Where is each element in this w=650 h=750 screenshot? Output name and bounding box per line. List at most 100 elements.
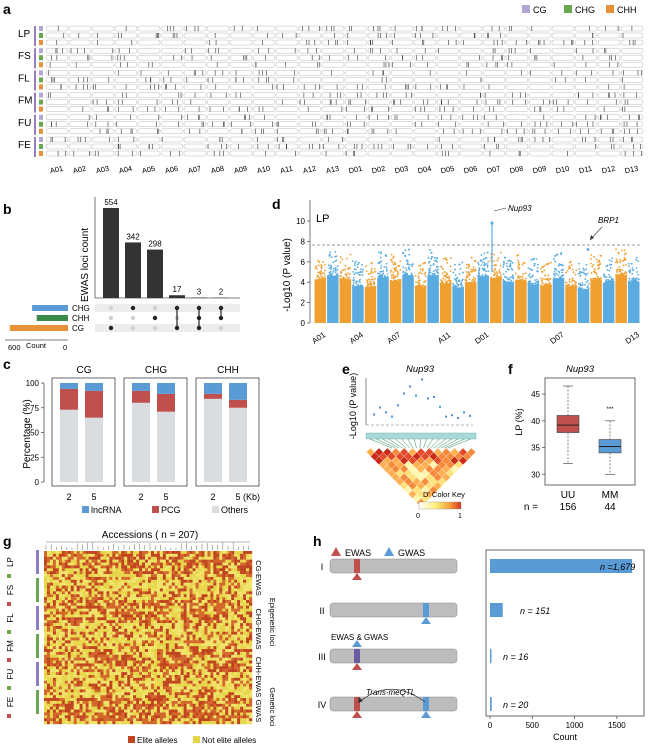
- chromosome-track: [482, 99, 506, 105]
- chromosome-track: [344, 84, 368, 90]
- manhattan-point: [510, 260, 512, 263]
- heatmap-cell: [165, 562, 169, 566]
- heatmap-cell: [118, 559, 122, 563]
- heatmap-cell: [82, 617, 86, 621]
- manhattan-point: [474, 282, 477, 284]
- heatmap-cell: [201, 614, 205, 618]
- heatmap-cell: [103, 631, 107, 635]
- heatmap-cell: [213, 602, 217, 606]
- heatmap-cell: [183, 617, 187, 621]
- manhattan-chromosome-block: [352, 286, 364, 323]
- heatmap-cell: [88, 594, 92, 598]
- heatmap-cell: [186, 617, 190, 621]
- heatmap-cell: [52, 568, 57, 572]
- heatmap-cell: [207, 556, 211, 560]
- manhattan-point: [553, 273, 555, 276]
- heatmap-cell: [165, 568, 169, 572]
- heatmap-cell: [91, 551, 95, 555]
- heatmap-cell: [100, 553, 104, 557]
- heatmap-cell: [58, 611, 63, 615]
- manhattan-point: [553, 270, 556, 273]
- heatmap-cell: [225, 617, 229, 621]
- heatmap-cell: [168, 594, 172, 598]
- heatmap-cell: [118, 576, 122, 581]
- heatmap-cell: [186, 553, 190, 557]
- heatmap-cell: [61, 631, 65, 635]
- heatmap-cell: [124, 574, 128, 578]
- heatmap-cell: [49, 553, 54, 557]
- heatmap-cell: [237, 620, 241, 624]
- heatmap-cell: [79, 556, 83, 560]
- heatmap-cell: [201, 582, 205, 586]
- heatmap-cell: [124, 628, 128, 632]
- heatmap-cell: [88, 614, 92, 618]
- heatmap-cell: [153, 576, 158, 581]
- heatmap-cell: [112, 620, 116, 624]
- heatmap-cell: [115, 559, 119, 563]
- heatmap-cell: [139, 617, 143, 621]
- heatmap-cell: [94, 605, 98, 609]
- heatmap-cell: [177, 623, 181, 627]
- heatmap-cell: [97, 597, 101, 601]
- manhattan-point: [446, 273, 449, 276]
- chromosome-track: [597, 121, 621, 128]
- chromosome-track: [459, 70, 483, 76]
- chromosome-track: [367, 77, 391, 83]
- manhattan-point: [599, 279, 602, 282]
- heatmap-cell: [222, 611, 226, 615]
- heatmap-cell: [49, 588, 54, 592]
- heatmap-cell: [156, 600, 161, 604]
- manhattan-point: [625, 271, 628, 274]
- chromosome-track: [183, 61, 207, 68]
- heatmap-cell: [82, 620, 86, 624]
- heatmap-cell: [156, 588, 161, 592]
- heatmap-cell: [225, 574, 229, 578]
- ytick-label: 100: [26, 379, 40, 388]
- heatmap-cell: [148, 608, 152, 612]
- legend-label-cg: CG: [533, 5, 547, 15]
- chromosome-track: [459, 99, 483, 105]
- association-point: [373, 413, 375, 416]
- heatmap-cell: [67, 551, 71, 555]
- heatmap-cell: [198, 617, 202, 621]
- heatmap-cell: [76, 582, 80, 586]
- chromosome-track: [275, 136, 299, 143]
- heatmap-cell: [55, 568, 60, 572]
- chromosome-track: [436, 114, 460, 121]
- heatmap-cell: [171, 608, 175, 612]
- heatmap-cell: [58, 597, 63, 601]
- manhattan-point: [506, 265, 509, 268]
- manhattan-point: [637, 281, 640, 284]
- manhattan-point: [402, 274, 404, 277]
- chromosome-track: [528, 54, 552, 61]
- manhattan-point: [578, 268, 581, 270]
- manhattan-chromosome-block: [515, 281, 527, 323]
- manhattan-point: [449, 279, 452, 282]
- heatmap-cell: [49, 574, 54, 578]
- manhattan-point: [625, 264, 627, 266]
- heatmap-cell: [44, 576, 48, 581]
- heatmap-cell: [228, 565, 232, 569]
- heatmap-cell: [177, 611, 181, 615]
- manhattan-point: [552, 258, 555, 261]
- heatmap-cell: [216, 628, 220, 632]
- heatmap-cell: [210, 591, 214, 595]
- manhattan-point: [352, 276, 355, 279]
- heatmap-cell: [103, 617, 107, 621]
- heatmap-cell: [243, 625, 247, 630]
- heatmap-cell: [222, 582, 226, 586]
- chromosome-track: [528, 114, 552, 121]
- heatmap-cell: [198, 594, 202, 598]
- heatmap-cell: [100, 611, 104, 615]
- manhattan-point: [358, 261, 360, 264]
- heatmap-cell: [148, 625, 152, 630]
- chromosome-track: [413, 70, 437, 76]
- heatmap-cell: [52, 576, 57, 581]
- heatmap-cell: [222, 576, 226, 581]
- heatmap-cell: [115, 602, 119, 606]
- heatmap-cell: [231, 562, 235, 566]
- manhattan-point: [555, 277, 558, 280]
- ld-link: [401, 438, 410, 449]
- panel-b-letter: b: [3, 201, 12, 217]
- chromosome-track: [91, 32, 115, 39]
